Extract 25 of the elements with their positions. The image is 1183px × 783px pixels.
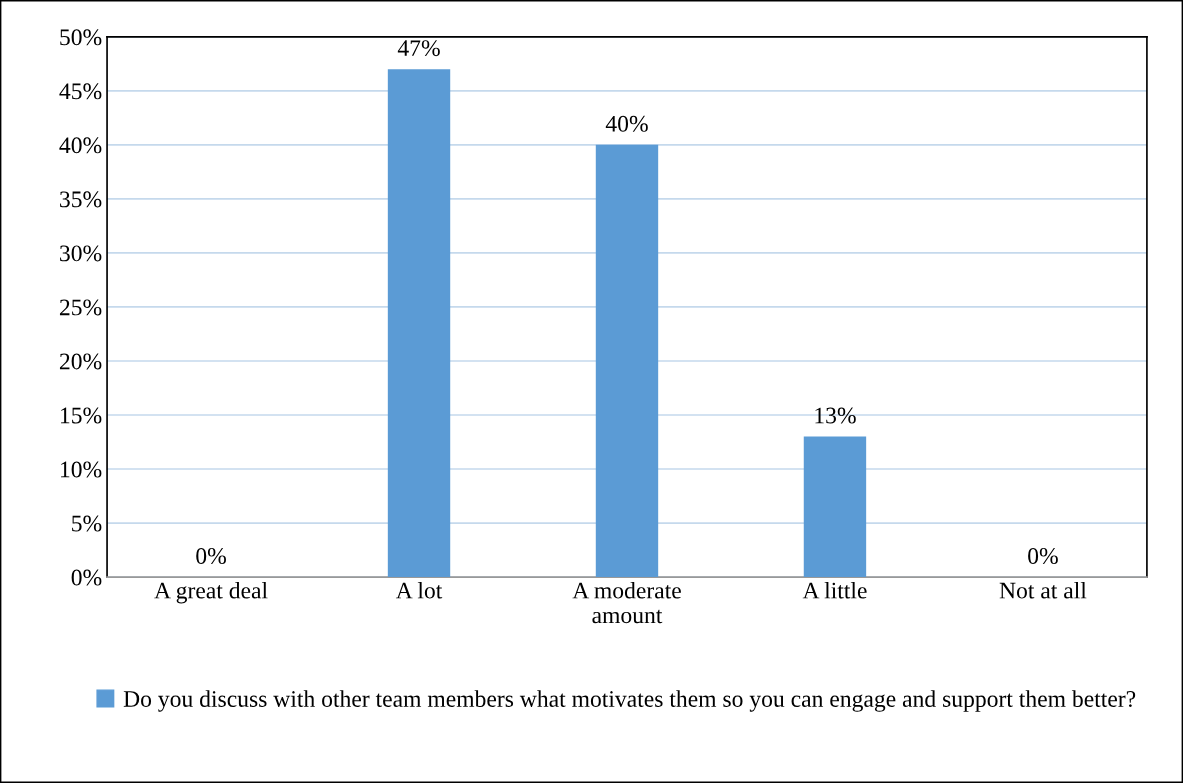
y-tick-label: 5% (72, 515, 102, 532)
y-tick-label: 15% (61, 407, 102, 424)
y-tick-label: 50% (60, 29, 102, 46)
x-tick-label: A great deal (154, 581, 268, 604)
y-tick-label: 0% (71, 569, 102, 586)
bar (803, 436, 867, 578)
data-label: 0% (1028, 548, 1058, 565)
data-label: 0% (196, 548, 226, 565)
x-tick-label: A lot (395, 581, 443, 599)
bar (595, 144, 659, 578)
data-label: 47% (397, 40, 440, 57)
y-tick-label: 25% (59, 299, 102, 316)
x-tick-label: A little (802, 581, 867, 599)
bar (387, 69, 451, 578)
y-tick-label: 30% (60, 245, 102, 262)
x-tick-label: A moderate amount (572, 581, 681, 624)
data-label: 40% (605, 115, 648, 132)
y-tick-label: 10% (61, 461, 102, 478)
x-tick-label: Not at all (999, 581, 1087, 599)
y-tick-label: 45% (59, 83, 102, 100)
y-tick-label: 40% (59, 137, 102, 154)
y-tick-label: 35% (60, 191, 102, 208)
data-label: 13% (815, 407, 856, 424)
y-tick-label: 20% (59, 353, 102, 370)
legend-label: Do you discuss with other team members what motivates them so you can engage and support them better? (123, 690, 1136, 712)
